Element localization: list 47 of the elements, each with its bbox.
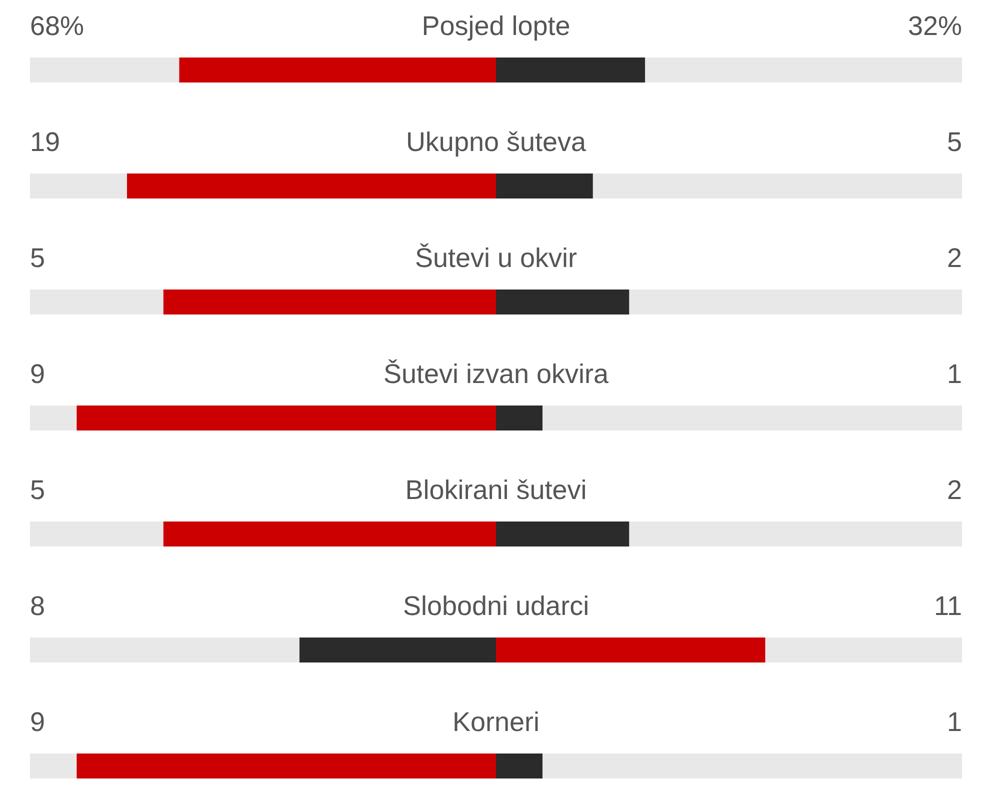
bar <box>629 290 962 314</box>
bar <box>496 754 543 778</box>
bar <box>30 174 127 198</box>
annotation: 68% <box>30 11 84 41</box>
bar <box>765 638 962 662</box>
annotation: 2 <box>946 243 962 273</box>
y-tick-label: Blokirani šutevi <box>405 475 587 505</box>
y-tick-label: Korneri <box>452 707 540 737</box>
annotation: 32% <box>908 11 962 41</box>
bar <box>163 522 496 546</box>
y-tick-label: Šutevi izvan okvira <box>383 359 610 389</box>
annotation: 2 <box>946 475 962 505</box>
bar <box>126 174 496 198</box>
bar <box>496 290 630 314</box>
annotation: 1 <box>946 359 962 389</box>
y-tick-label: Slobodni udarci <box>402 591 590 621</box>
y-tick-label: Šutevi u okvir <box>414 243 578 273</box>
bar <box>645 58 962 82</box>
bar <box>76 754 496 778</box>
bar <box>496 522 630 546</box>
bar <box>179 58 496 82</box>
bar <box>592 174 962 198</box>
annotation: 9 <box>30 707 46 737</box>
bar <box>542 754 962 778</box>
bar <box>496 406 543 430</box>
bar <box>542 406 962 430</box>
bar <box>30 522 164 546</box>
y-tick-label: Ukupno šuteva <box>406 127 588 157</box>
annotation: 5 <box>30 243 46 273</box>
bar <box>163 290 496 314</box>
annotation: 5 <box>946 127 962 157</box>
bar <box>30 58 180 82</box>
bar <box>30 754 77 778</box>
annotation: 9 <box>30 359 46 389</box>
annotation: 5 <box>30 475 46 505</box>
annotation: 1 <box>946 707 962 737</box>
bar <box>76 406 496 430</box>
bar <box>496 58 646 82</box>
annotation: 8 <box>30 591 46 621</box>
annotation: 11 <box>934 591 962 621</box>
annotation: 19 <box>30 127 60 157</box>
bar <box>30 638 300 662</box>
bar <box>30 406 77 430</box>
bar <box>496 174 593 198</box>
y-tick-label: Posjed lopte <box>422 11 570 41</box>
bar <box>629 522 962 546</box>
bar <box>30 290 164 314</box>
